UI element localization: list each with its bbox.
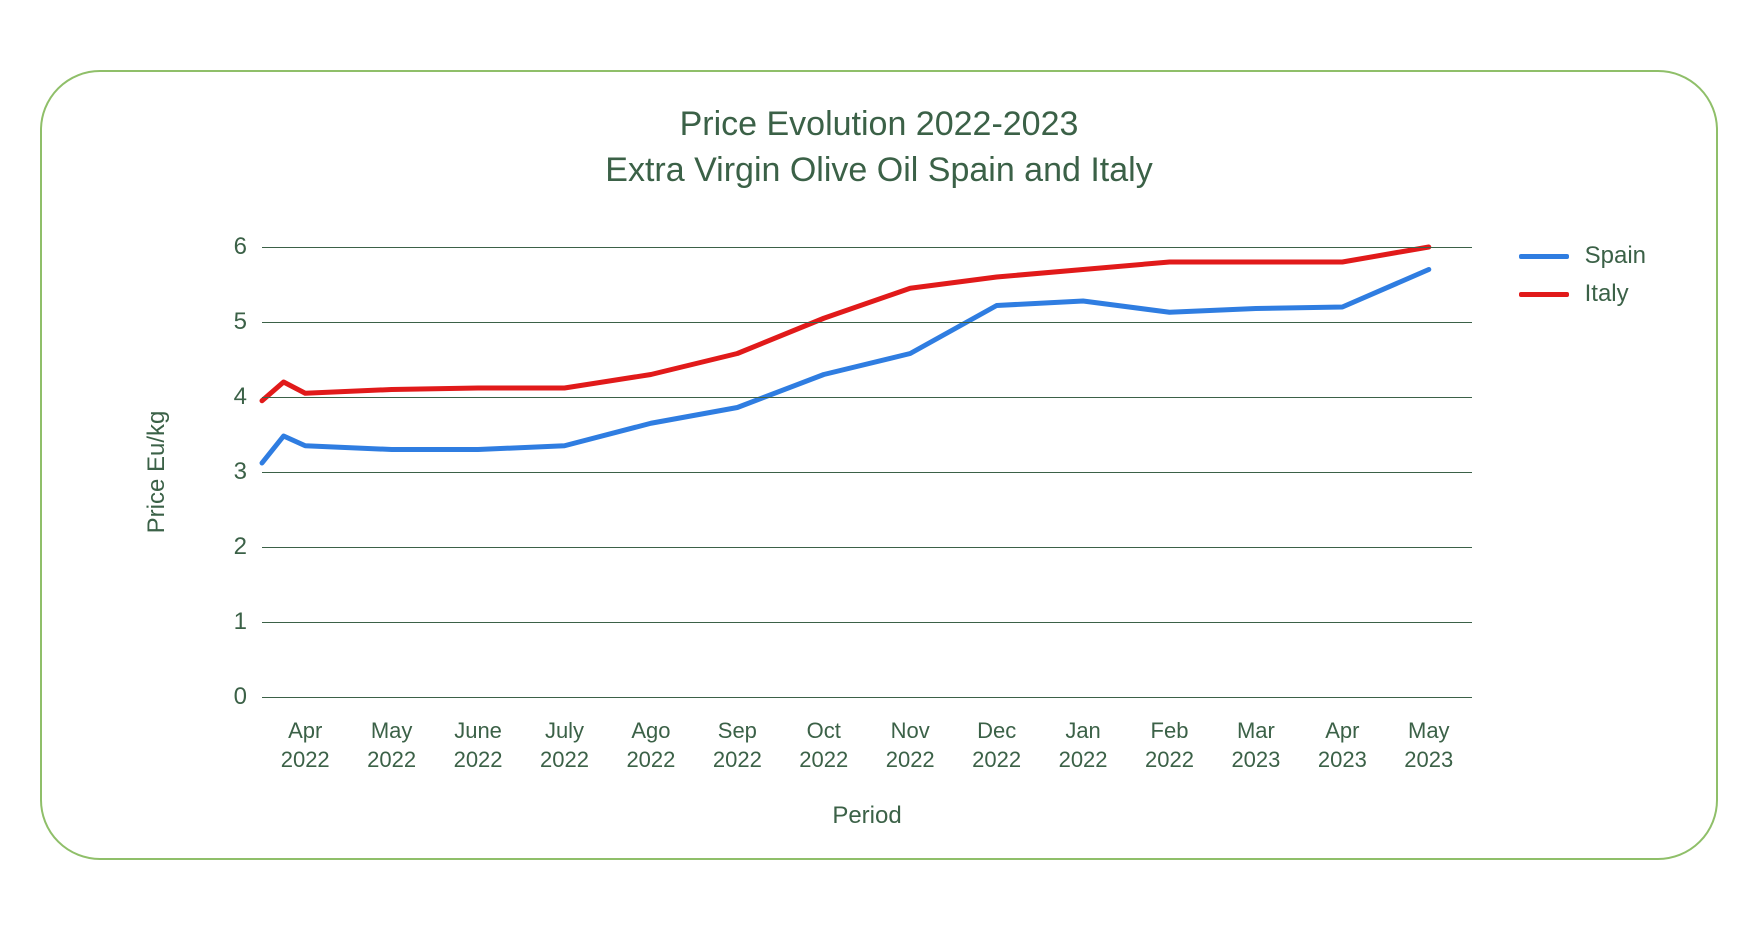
y-tick-label: 0 bbox=[197, 683, 247, 711]
x-tick-label: Apr2023 bbox=[1297, 717, 1387, 774]
x-tick-label: Dec2022 bbox=[952, 717, 1042, 774]
x-tick-label: Ago2022 bbox=[606, 717, 696, 774]
x-tick-label: Oct2022 bbox=[779, 717, 869, 774]
x-tick-label: Apr2022 bbox=[260, 717, 350, 774]
y-tick-label: 2 bbox=[197, 533, 247, 561]
chart-title: Price Evolution 2022-2023 Extra Virgin O… bbox=[42, 102, 1716, 194]
y-tick-label: 4 bbox=[197, 383, 247, 411]
series-line-spain bbox=[262, 270, 1429, 464]
chart-title-line1: Price Evolution 2022-2023 bbox=[680, 105, 1079, 143]
gridline bbox=[262, 472, 1472, 473]
gridline bbox=[262, 247, 1472, 248]
gridline bbox=[262, 547, 1472, 548]
y-tick-label: 5 bbox=[197, 308, 247, 336]
x-tick-label: May2023 bbox=[1384, 717, 1474, 774]
gridline bbox=[262, 322, 1472, 323]
legend: Spain Italy bbox=[1519, 242, 1646, 318]
legend-item: Italy bbox=[1519, 280, 1646, 308]
plot-area: Period 0123456Apr2022May2022June2022July… bbox=[262, 247, 1472, 697]
legend-item: Spain bbox=[1519, 242, 1646, 270]
x-tick-label: Sep2022 bbox=[692, 717, 782, 774]
legend-swatch bbox=[1519, 254, 1569, 259]
x-tick-label: Feb2022 bbox=[1125, 717, 1215, 774]
legend-label: Italy bbox=[1585, 280, 1629, 308]
x-tick-label: June2022 bbox=[433, 717, 523, 774]
gridline bbox=[262, 397, 1472, 398]
x-tick-label: May2022 bbox=[347, 717, 437, 774]
chart-title-line2: Extra Virgin Olive Oil Spain and Italy bbox=[605, 151, 1152, 189]
x-tick-label: Jan2022 bbox=[1038, 717, 1128, 774]
y-tick-label: 1 bbox=[197, 608, 247, 636]
legend-label: Spain bbox=[1585, 242, 1646, 270]
x-axis-label: Period bbox=[262, 802, 1472, 830]
legend-swatch bbox=[1519, 292, 1569, 297]
y-axis-label: Price Eu/kg bbox=[143, 411, 171, 534]
x-tick-label: July2022 bbox=[520, 717, 610, 774]
series-line-italy bbox=[262, 247, 1429, 401]
y-tick-label: 3 bbox=[197, 458, 247, 486]
y-tick-label: 6 bbox=[197, 233, 247, 261]
gridline bbox=[262, 697, 1472, 698]
gridline bbox=[262, 622, 1472, 623]
chart-frame: Price Evolution 2022-2023 Extra Virgin O… bbox=[40, 70, 1718, 860]
x-tick-label: Nov2022 bbox=[865, 717, 955, 774]
x-tick-label: Mar2023 bbox=[1211, 717, 1301, 774]
